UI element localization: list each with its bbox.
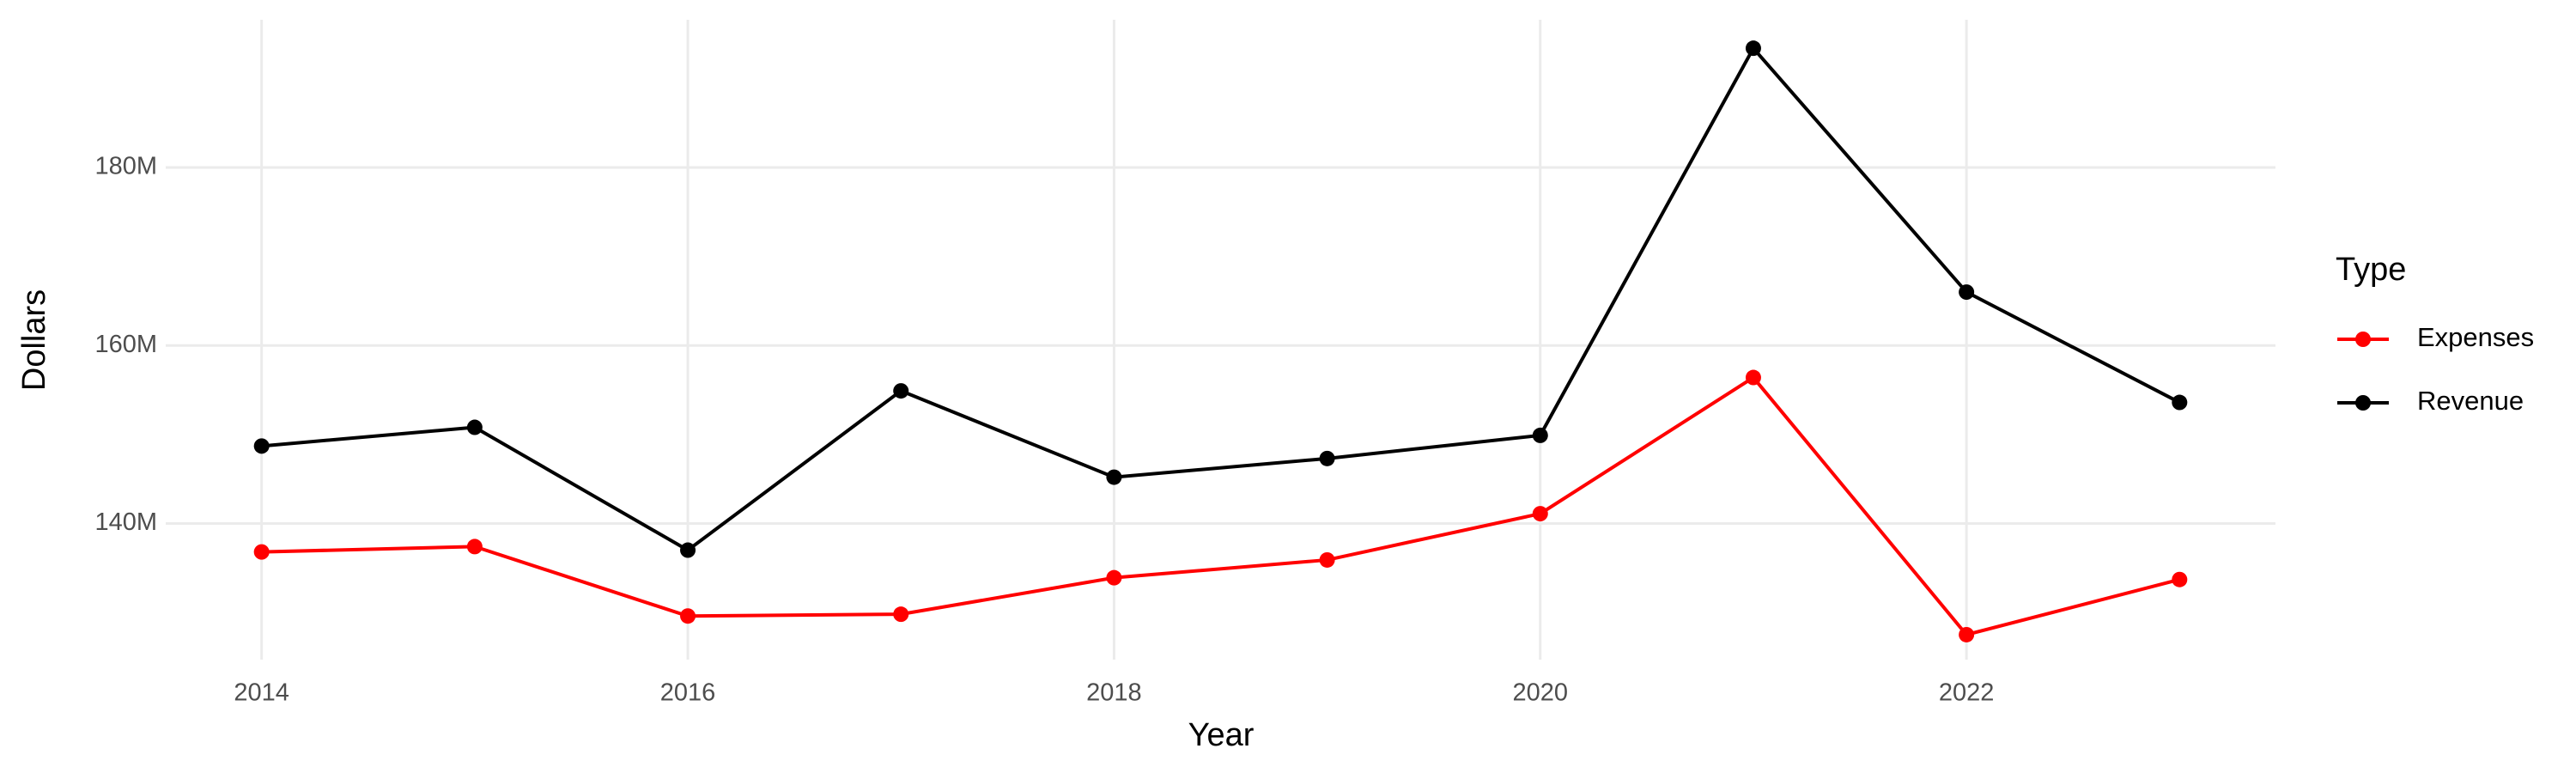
data-point bbox=[893, 383, 909, 399]
data-point bbox=[680, 608, 696, 624]
y-tick-label: 160M bbox=[94, 331, 157, 358]
legend-title: Type bbox=[2336, 252, 2406, 288]
y-tick-label: 180M bbox=[94, 153, 157, 180]
y-tick-label: 140M bbox=[94, 508, 157, 536]
data-point bbox=[466, 539, 483, 555]
data-point bbox=[253, 544, 270, 560]
data-point bbox=[1319, 450, 1335, 466]
data-point bbox=[1106, 569, 1122, 586]
data-point bbox=[253, 438, 270, 454]
data-point bbox=[1319, 551, 1335, 568]
x-tick-label: 2022 bbox=[1939, 679, 1995, 707]
data-point bbox=[1532, 427, 1548, 443]
legend-key-point bbox=[2355, 332, 2371, 347]
data-point bbox=[2172, 571, 2188, 587]
x-tick-label: 2016 bbox=[660, 679, 716, 707]
data-point bbox=[1959, 284, 1975, 301]
x-tick-label: 2020 bbox=[1513, 679, 1569, 707]
data-point bbox=[893, 606, 909, 623]
series-line bbox=[261, 374, 2180, 637]
data-point bbox=[680, 542, 696, 558]
data-point bbox=[1745, 40, 1761, 57]
data-point bbox=[1532, 506, 1548, 522]
data-point bbox=[466, 419, 483, 435]
series-line bbox=[261, 45, 2181, 552]
legend-key-point bbox=[2355, 395, 2371, 411]
legend-label: Expenses bbox=[2417, 322, 2534, 352]
data-point bbox=[2172, 394, 2188, 411]
x-tick-label: 2018 bbox=[1086, 679, 1142, 707]
x-axis-title: Year bbox=[1188, 717, 1255, 753]
data-point bbox=[1745, 369, 1761, 386]
y-axis-title: Dollars bbox=[16, 289, 52, 391]
data-point bbox=[1106, 469, 1122, 485]
x-tick-label: 2014 bbox=[234, 679, 289, 707]
data-point bbox=[1959, 626, 1975, 642]
legend-label: Revenue bbox=[2417, 386, 2524, 416]
